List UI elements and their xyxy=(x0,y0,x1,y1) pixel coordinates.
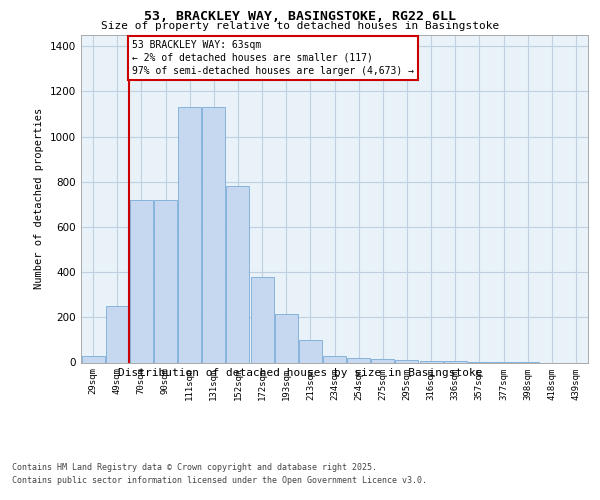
Bar xyxy=(130,200,153,362)
Bar xyxy=(154,200,177,362)
Bar xyxy=(275,314,298,362)
Text: 53 BRACKLEY WAY: 63sqm
← 2% of detached houses are smaller (117)
97% of semi-det: 53 BRACKLEY WAY: 63sqm ← 2% of detached … xyxy=(132,40,414,76)
Bar xyxy=(419,361,443,362)
Bar xyxy=(82,356,104,362)
Bar xyxy=(347,358,370,362)
Bar xyxy=(178,108,201,362)
Bar xyxy=(323,356,346,362)
Bar xyxy=(226,186,250,362)
Bar xyxy=(299,340,322,362)
Bar xyxy=(371,360,394,362)
Text: Contains HM Land Registry data © Crown copyright and database right 2025.: Contains HM Land Registry data © Crown c… xyxy=(12,462,377,471)
Bar xyxy=(395,360,418,362)
Bar xyxy=(251,276,274,362)
Text: Contains public sector information licensed under the Open Government Licence v3: Contains public sector information licen… xyxy=(12,476,427,485)
Bar xyxy=(106,306,128,362)
Text: Size of property relative to detached houses in Basingstoke: Size of property relative to detached ho… xyxy=(101,21,499,31)
Text: Distribution of detached houses by size in Basingstoke: Distribution of detached houses by size … xyxy=(118,368,482,378)
Bar xyxy=(202,108,225,362)
Text: 53, BRACKLEY WAY, BASINGSTOKE, RG22 6LL: 53, BRACKLEY WAY, BASINGSTOKE, RG22 6LL xyxy=(144,10,456,23)
Y-axis label: Number of detached properties: Number of detached properties xyxy=(34,108,44,290)
